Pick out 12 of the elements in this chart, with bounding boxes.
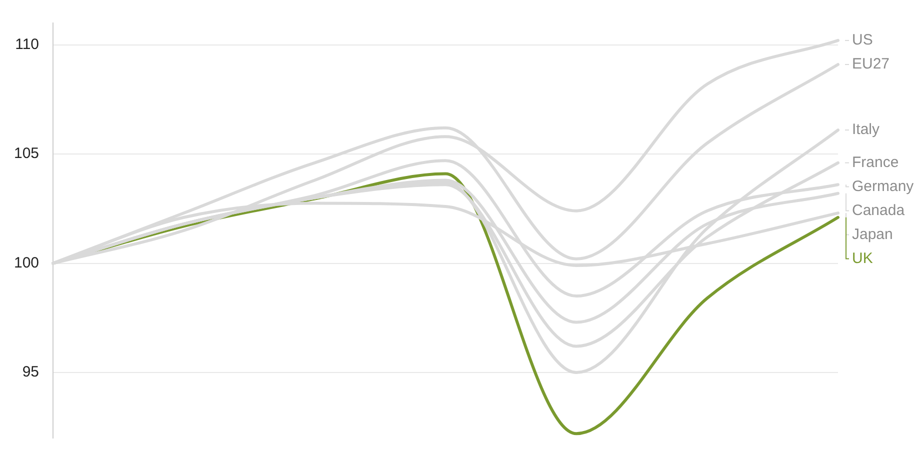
legend-label: France (852, 154, 899, 171)
legend-label: Canada (852, 202, 906, 219)
legend-label: EU27 (852, 56, 890, 73)
y-tick-label: 105 (14, 145, 40, 162)
y-tick-label: 110 (15, 36, 40, 53)
series-label: Japan (852, 226, 893, 243)
legend-label: Germany (852, 178, 914, 195)
legend-label: US (852, 32, 873, 49)
text: UK (852, 250, 873, 267)
y-tick-label: 100 (14, 254, 40, 272)
legend-label: Italy (852, 121, 880, 138)
y-tick-label: 95 (22, 364, 40, 381)
